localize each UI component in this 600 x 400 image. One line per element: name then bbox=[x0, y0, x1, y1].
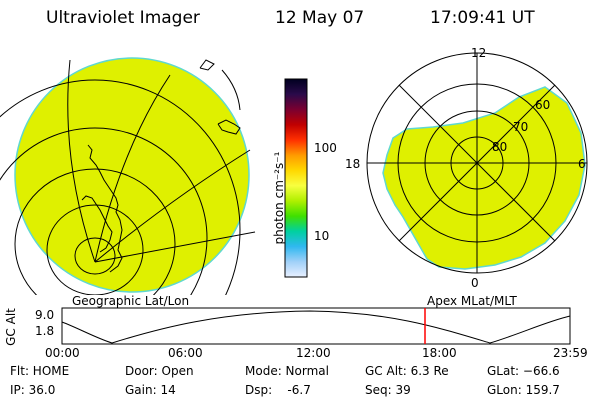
altitude-tick-1: 1.8 bbox=[35, 324, 55, 338]
instrument-title: Ultraviolet Imager bbox=[46, 8, 200, 28]
colorbar bbox=[284, 78, 308, 278]
mlt-label-18: 18 bbox=[345, 157, 361, 171]
aurora-image bbox=[382, 86, 586, 270]
latitude-arc bbox=[0, 127, 208, 295]
earth-disk bbox=[14, 57, 250, 293]
left-panel-label: Geographic Lat/Lon bbox=[72, 294, 190, 308]
time-tick-1800: 18:00 bbox=[422, 346, 457, 360]
longitude-line bbox=[94, 74, 171, 263]
latitude-arc bbox=[0, 79, 241, 295]
colorbar-tick-10: 10 bbox=[314, 229, 330, 243]
gc-altitude-info: GC Alt: 6.3 Re bbox=[365, 364, 449, 378]
time-tick-1200: 12:00 bbox=[296, 346, 331, 360]
polar-plot bbox=[366, 52, 588, 274]
mlt-label-0: 0 bbox=[471, 276, 479, 290]
coastline bbox=[87, 144, 123, 273]
geographic-latitude-info: GLat: −66.6 bbox=[487, 364, 560, 378]
dsp-info: Dsp: -6.7 bbox=[245, 383, 311, 397]
coastline bbox=[199, 59, 215, 71]
mlt-label-6: 6 bbox=[578, 157, 586, 171]
mlat-label-70: 70 bbox=[513, 120, 529, 134]
latitude-arc bbox=[14, 168, 176, 295]
time-tick-2359: 23:59 bbox=[553, 346, 588, 360]
colorbar-tick-100: 100 bbox=[314, 141, 337, 155]
latitude-arc bbox=[74, 237, 116, 275]
filter-info: Flt: HOME bbox=[10, 364, 70, 378]
altitude-tick-9: 9.0 bbox=[35, 308, 55, 322]
coastline bbox=[217, 119, 241, 135]
colorbar-label: photon cm⁻²s⁻¹ bbox=[272, 151, 286, 245]
geographic-longitude-info: GLon: 159.7 bbox=[487, 383, 560, 397]
altitude-axis-label: GC Alt bbox=[3, 308, 18, 346]
mlat-label-80: 80 bbox=[492, 140, 508, 154]
sequence-info: Seq: 39 bbox=[365, 383, 411, 397]
ip-info: IP: 36.0 bbox=[10, 383, 56, 397]
latitude-arc bbox=[46, 204, 144, 295]
mlat-label-60: 60 bbox=[535, 98, 551, 112]
altitude-plot-frame bbox=[61, 307, 571, 345]
door-info: Door: Open bbox=[125, 364, 194, 378]
altitude-plot bbox=[61, 307, 571, 345]
time-tick-0600: 06:00 bbox=[168, 346, 203, 360]
mlt-label-12: 12 bbox=[471, 46, 487, 60]
observation-time: 17:09:41 UT bbox=[430, 8, 535, 28]
longitude-line bbox=[67, 59, 96, 263]
observation-date: 12 May 07 bbox=[275, 8, 365, 28]
altitude-curve bbox=[61, 310, 571, 344]
right-panel-label: Apex MLat/MLT bbox=[427, 294, 517, 308]
polar-axis-diagonal bbox=[398, 84, 556, 242]
time-tick-0000: 00:00 bbox=[45, 346, 80, 360]
coastline bbox=[81, 195, 113, 253]
gain-info: Gain: 14 bbox=[125, 383, 176, 397]
geographic-image bbox=[0, 57, 256, 295]
mode-info: Mode: Normal bbox=[245, 364, 329, 378]
longitude-line bbox=[94, 149, 251, 263]
coastline bbox=[221, 69, 241, 111]
